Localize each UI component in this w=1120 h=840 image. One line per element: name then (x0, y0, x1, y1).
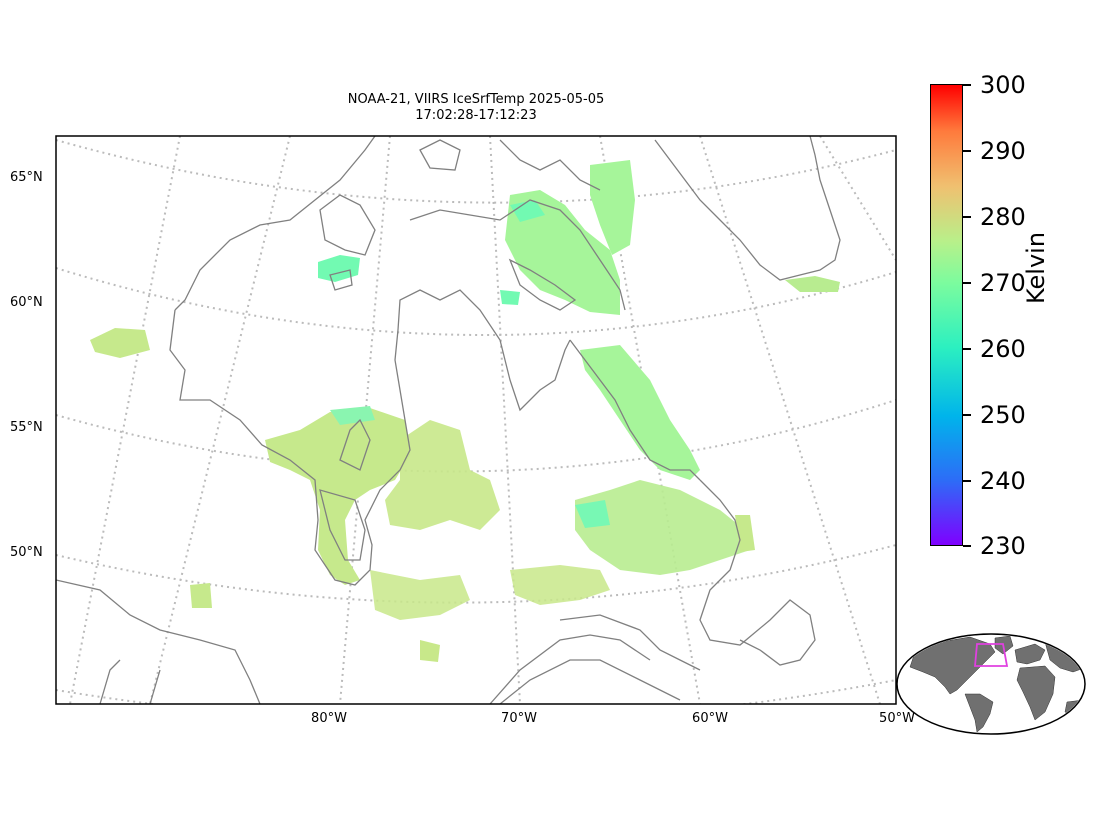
cbar-tick (963, 282, 971, 284)
cbar-tick (963, 348, 971, 350)
data-region-quebec (385, 420, 500, 530)
cbar-tick (963, 545, 971, 547)
data-region-baffin (505, 190, 620, 315)
title-line2: 17:02:28-17:12:23 (415, 108, 537, 123)
cbar-label-260: 260 (980, 335, 1026, 363)
colorbar-title: Kelvin (1022, 231, 1050, 304)
world-inset-map-icon (896, 633, 1086, 735)
lon-label-70w: 70°W (501, 711, 537, 726)
title-line1: NOAA-21, VIIRS IceSrfTemp 2025-05-05 (347, 92, 605, 107)
cbar-tick (963, 480, 971, 482)
cbar-tick (963, 150, 971, 152)
data-region-hudson-south (265, 408, 410, 585)
colorbar (930, 84, 963, 546)
lon-label-80w: 80°W (311, 711, 347, 726)
graticule-lines (56, 136, 896, 704)
map-title: NOAA-21, VIIRS IceSrfTemp 2025-05-05 17:… (56, 92, 896, 124)
cbar-label-280: 280 (980, 203, 1026, 231)
lon-label-60w: 60°W (692, 711, 728, 726)
cbar-label-270: 270 (980, 269, 1026, 297)
map-frame (55, 135, 897, 705)
data-region-labrador (580, 345, 700, 480)
ice-temperature-data (90, 160, 840, 662)
cbar-tick (963, 216, 971, 218)
lon-label-50w: 50°W (879, 711, 915, 726)
inset-region-box (974, 643, 1009, 667)
cbar-tick (963, 414, 971, 416)
cbar-tick (963, 84, 971, 86)
cbar-label-230: 230 (980, 532, 1026, 560)
coastlines (56, 136, 841, 704)
lat-label-55: 55°N (10, 420, 43, 435)
cbar-label-240: 240 (980, 467, 1026, 495)
cbar-label-290: 290 (980, 137, 1026, 165)
lat-label-50: 50°N (10, 545, 43, 560)
cbar-label-300: 300 (980, 71, 1026, 99)
lat-label-65: 65°N (10, 170, 43, 185)
lat-label-60: 60°N (10, 295, 43, 310)
cbar-label-250: 250 (980, 401, 1026, 429)
